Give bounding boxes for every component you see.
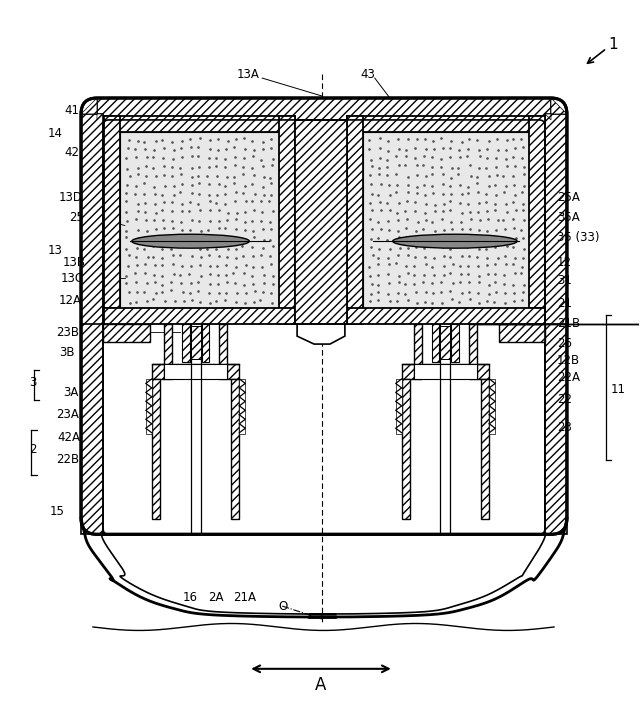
Polygon shape bbox=[164, 324, 172, 379]
Text: 14: 14 bbox=[47, 127, 62, 140]
Text: 12B: 12B bbox=[557, 354, 580, 367]
Polygon shape bbox=[477, 364, 489, 379]
Polygon shape bbox=[469, 324, 477, 379]
Text: 21A: 21A bbox=[233, 591, 256, 604]
Text: 3B: 3B bbox=[59, 346, 75, 359]
Text: 23A: 23A bbox=[56, 408, 79, 422]
Polygon shape bbox=[279, 116, 295, 324]
Text: 22: 22 bbox=[557, 393, 572, 406]
Polygon shape bbox=[481, 379, 489, 519]
Text: 35A: 35A bbox=[557, 211, 580, 224]
Text: 23B: 23B bbox=[56, 325, 79, 338]
Polygon shape bbox=[239, 379, 245, 434]
Text: 15: 15 bbox=[49, 505, 64, 518]
Text: 21B: 21B bbox=[557, 317, 580, 330]
Text: 21: 21 bbox=[557, 296, 572, 309]
Text: 13A: 13A bbox=[237, 68, 260, 80]
Ellipse shape bbox=[393, 234, 517, 248]
Polygon shape bbox=[164, 364, 227, 379]
Text: 13: 13 bbox=[47, 244, 62, 257]
Polygon shape bbox=[440, 326, 451, 359]
Text: 2A: 2A bbox=[208, 591, 223, 604]
Polygon shape bbox=[545, 98, 567, 120]
Polygon shape bbox=[232, 379, 239, 519]
Text: 3A: 3A bbox=[63, 386, 79, 399]
Polygon shape bbox=[545, 114, 567, 518]
Polygon shape bbox=[81, 324, 103, 534]
Polygon shape bbox=[152, 364, 164, 379]
Polygon shape bbox=[104, 308, 295, 324]
Ellipse shape bbox=[132, 234, 250, 248]
Text: 13C: 13C bbox=[61, 272, 84, 285]
Text: 35 (33): 35 (33) bbox=[557, 231, 600, 244]
Polygon shape bbox=[529, 116, 545, 308]
Polygon shape bbox=[451, 324, 460, 362]
Polygon shape bbox=[191, 326, 200, 359]
Polygon shape bbox=[297, 324, 345, 344]
Polygon shape bbox=[97, 98, 551, 120]
Polygon shape bbox=[431, 324, 440, 362]
Text: 25A: 25A bbox=[557, 191, 580, 204]
Text: 31: 31 bbox=[557, 274, 572, 287]
Polygon shape bbox=[81, 114, 103, 518]
Polygon shape bbox=[182, 324, 189, 362]
Polygon shape bbox=[202, 324, 209, 362]
Text: 23: 23 bbox=[557, 422, 572, 435]
Text: 16: 16 bbox=[183, 591, 198, 604]
Text: 13B: 13B bbox=[63, 256, 86, 269]
Text: 12A: 12A bbox=[59, 294, 82, 307]
Text: 41: 41 bbox=[64, 104, 79, 117]
Polygon shape bbox=[347, 116, 545, 132]
Text: 22B: 22B bbox=[56, 453, 79, 466]
Polygon shape bbox=[347, 116, 363, 324]
Text: 2: 2 bbox=[29, 443, 36, 456]
Polygon shape bbox=[545, 324, 567, 534]
Polygon shape bbox=[402, 379, 410, 519]
Text: A: A bbox=[316, 676, 326, 694]
Text: 43: 43 bbox=[360, 68, 375, 80]
Polygon shape bbox=[413, 364, 477, 379]
Text: 3: 3 bbox=[29, 377, 36, 390]
Text: 1: 1 bbox=[609, 37, 618, 52]
Polygon shape bbox=[81, 98, 103, 120]
Polygon shape bbox=[104, 116, 120, 308]
Polygon shape bbox=[499, 324, 545, 342]
Polygon shape bbox=[104, 116, 295, 132]
Polygon shape bbox=[103, 324, 150, 342]
Text: O: O bbox=[278, 599, 288, 612]
Text: 26: 26 bbox=[557, 337, 572, 350]
Polygon shape bbox=[489, 379, 495, 434]
Polygon shape bbox=[120, 132, 279, 308]
Polygon shape bbox=[295, 120, 347, 324]
Polygon shape bbox=[146, 379, 152, 434]
Polygon shape bbox=[227, 364, 239, 379]
Text: 22A: 22A bbox=[557, 372, 580, 385]
Polygon shape bbox=[413, 324, 422, 379]
Polygon shape bbox=[152, 379, 160, 519]
Polygon shape bbox=[220, 324, 227, 379]
Text: 25: 25 bbox=[69, 211, 84, 224]
Text: 11: 11 bbox=[611, 383, 626, 396]
Polygon shape bbox=[363, 132, 529, 308]
Polygon shape bbox=[347, 308, 545, 324]
Polygon shape bbox=[402, 364, 413, 379]
Text: 12: 12 bbox=[557, 256, 572, 269]
Text: 42A: 42A bbox=[57, 431, 80, 444]
Polygon shape bbox=[396, 379, 402, 434]
Text: 13D: 13D bbox=[59, 191, 83, 204]
Text: 42: 42 bbox=[64, 146, 79, 159]
